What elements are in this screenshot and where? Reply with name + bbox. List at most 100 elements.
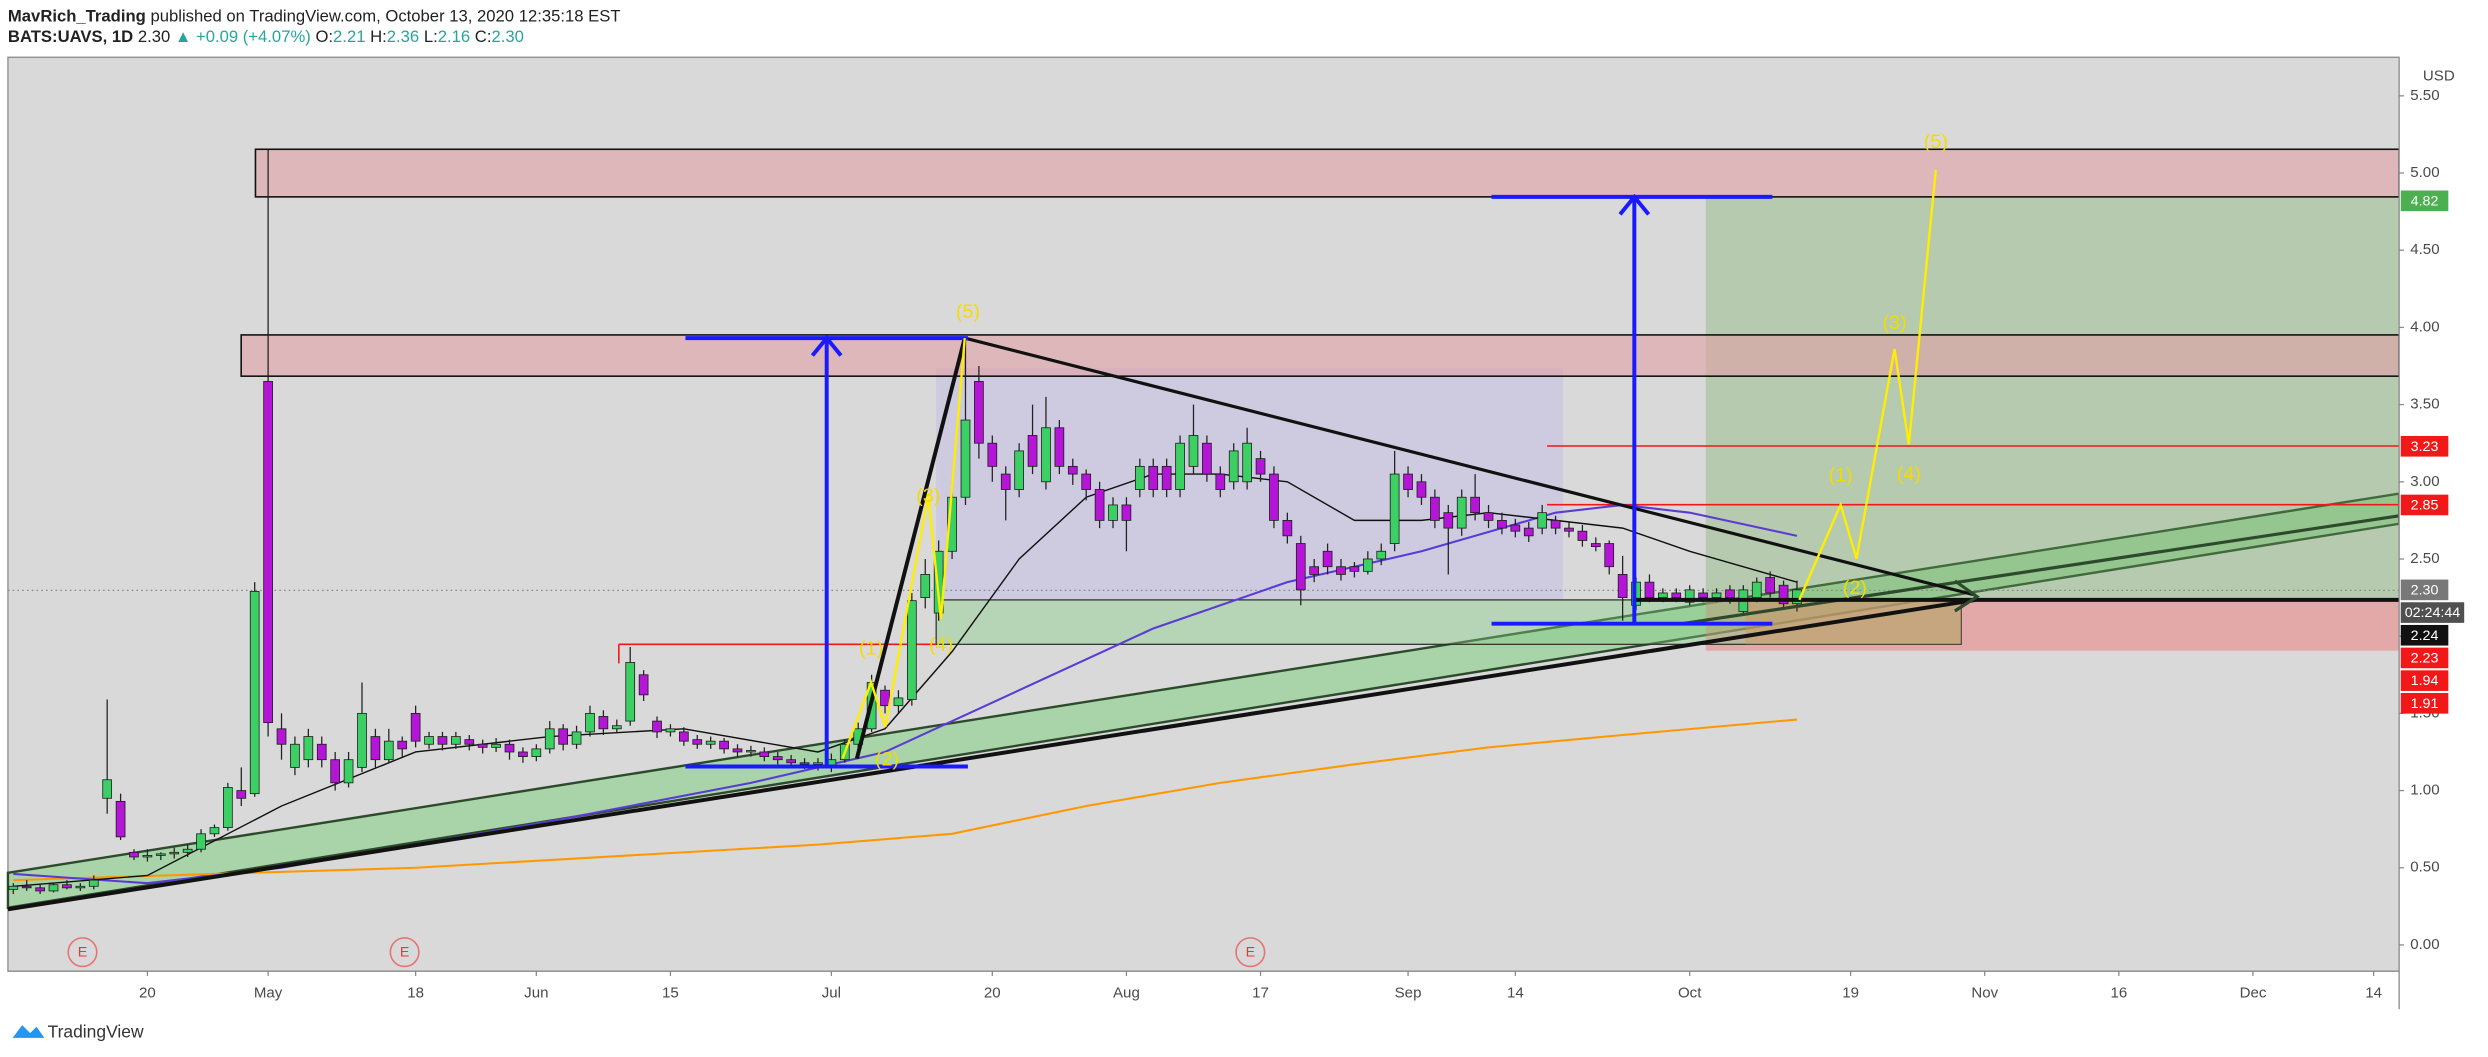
wave-label: (5): [1924, 131, 1948, 153]
candle-body: [585, 712, 595, 733]
header-line-1: MavRich_Trading published on TradingView…: [8, 7, 621, 26]
candle-body: [263, 381, 273, 724]
x-tick-label: Dec: [2240, 984, 2267, 1001]
candle-body: [1108, 504, 1118, 521]
candle-body: [638, 674, 649, 696]
candle-body: [1644, 581, 1655, 598]
price-tag: [2400, 579, 2449, 601]
candle-body: [1175, 442, 1185, 490]
candle-body: [1000, 473, 1011, 490]
candle-body: [169, 851, 180, 855]
candle-body: [303, 736, 314, 761]
x-tick-label: 18: [407, 984, 424, 1001]
candle-body: [223, 787, 233, 829]
candle-body: [236, 790, 247, 799]
candle-body: [1564, 527, 1574, 532]
candle-body: [1054, 427, 1065, 467]
candle-body: [1336, 566, 1346, 575]
candle-body: [1725, 589, 1735, 598]
resistance-box: [240, 334, 2400, 377]
wave-path: [1798, 169, 1938, 601]
candle-body: [571, 731, 582, 745]
candle-body: [1242, 442, 1252, 483]
candle-body: [1684, 589, 1695, 603]
candle-body: [1269, 473, 1279, 521]
candle-body: [746, 750, 756, 753]
candle-body: [1309, 566, 1320, 575]
candle-body: [437, 736, 448, 745]
price-tag: [2400, 494, 2449, 516]
candle-body: [1027, 435, 1038, 467]
wave-label: (1): [859, 637, 883, 659]
candle-body: [1255, 458, 1266, 475]
axis-labels: 0.000.501.001.502.002.503.003.504.004.50…: [67, 87, 2465, 1001]
price-tag-label: 2.30: [2411, 582, 2439, 598]
wave-path: [841, 337, 966, 759]
candle-body: [1550, 519, 1561, 529]
candle-body: [504, 743, 515, 753]
candle-body: [558, 728, 568, 745]
trend-line: [854, 337, 967, 760]
candle-body: [1416, 481, 1427, 498]
candle-body: [1389, 473, 1400, 544]
earnings-marker: [67, 937, 98, 968]
candle-body: [1215, 473, 1226, 490]
candle-body: [383, 740, 394, 761]
y-tick-label: 0.00: [2410, 936, 2439, 953]
candle-body: [625, 662, 636, 722]
ohlc-label: O:: [315, 28, 333, 47]
earnings-label: E: [400, 945, 410, 961]
candle-body: [155, 853, 166, 856]
y-tick-label: 2.50: [2410, 550, 2439, 567]
candle-body: [679, 731, 689, 742]
price-tag: [2400, 693, 2449, 714]
candle-body: [974, 381, 984, 444]
y-tick-label: 3.00: [2410, 473, 2439, 490]
x-tick-label: 16: [2110, 984, 2127, 1001]
candle-body: [62, 884, 72, 889]
trend-line: [1681, 514, 2400, 626]
candle-body: [1134, 465, 1145, 490]
candle-body: [1711, 592, 1722, 598]
x-tick-label: 14: [1507, 984, 1524, 1001]
x-tick-label: Sep: [1395, 984, 1422, 1001]
target-zone: [1705, 196, 2400, 600]
candle-body: [1081, 473, 1092, 490]
trend-line: [964, 336, 1976, 597]
candle-body: [1698, 592, 1708, 598]
symbol: BATS:UAVS, 1D: [8, 28, 133, 47]
candle-body: [1778, 584, 1789, 605]
wave-label: (2): [875, 748, 899, 770]
candle-body: [1014, 450, 1024, 490]
candle-body: [1671, 592, 1682, 598]
triangle-zone: [936, 368, 1563, 600]
candle-body: [249, 591, 260, 795]
candle-body: [1041, 427, 1051, 483]
candle-body: [1537, 512, 1548, 529]
candle-body: [1523, 527, 1534, 537]
candle-body: [1604, 543, 1615, 568]
candle-body: [1228, 450, 1239, 483]
candle-body: [477, 743, 488, 748]
candle-body: [48, 884, 59, 892]
candle-body: [8, 885, 19, 890]
candle-body: [102, 779, 113, 799]
x-tick-label: 14: [2365, 984, 2382, 1001]
candle-body: [316, 743, 327, 761]
last-price: 2.30: [138, 28, 170, 47]
price-tag-label: 2.23: [2411, 650, 2439, 666]
candle-body: [88, 879, 99, 887]
x-tick-label: 20: [984, 984, 1001, 1001]
price-tag: [2400, 190, 2449, 212]
y-tick-label: 1.00: [2410, 782, 2439, 799]
candle-body: [759, 751, 770, 758]
x-tick-label: 17: [1252, 984, 1269, 1001]
candle-body: [1094, 489, 1105, 521]
candle-body: [1121, 504, 1132, 521]
wave-label: (5): [956, 301, 980, 323]
candle-body: [75, 885, 86, 889]
candle-body: [1483, 512, 1494, 521]
candle-body: [1510, 524, 1521, 532]
